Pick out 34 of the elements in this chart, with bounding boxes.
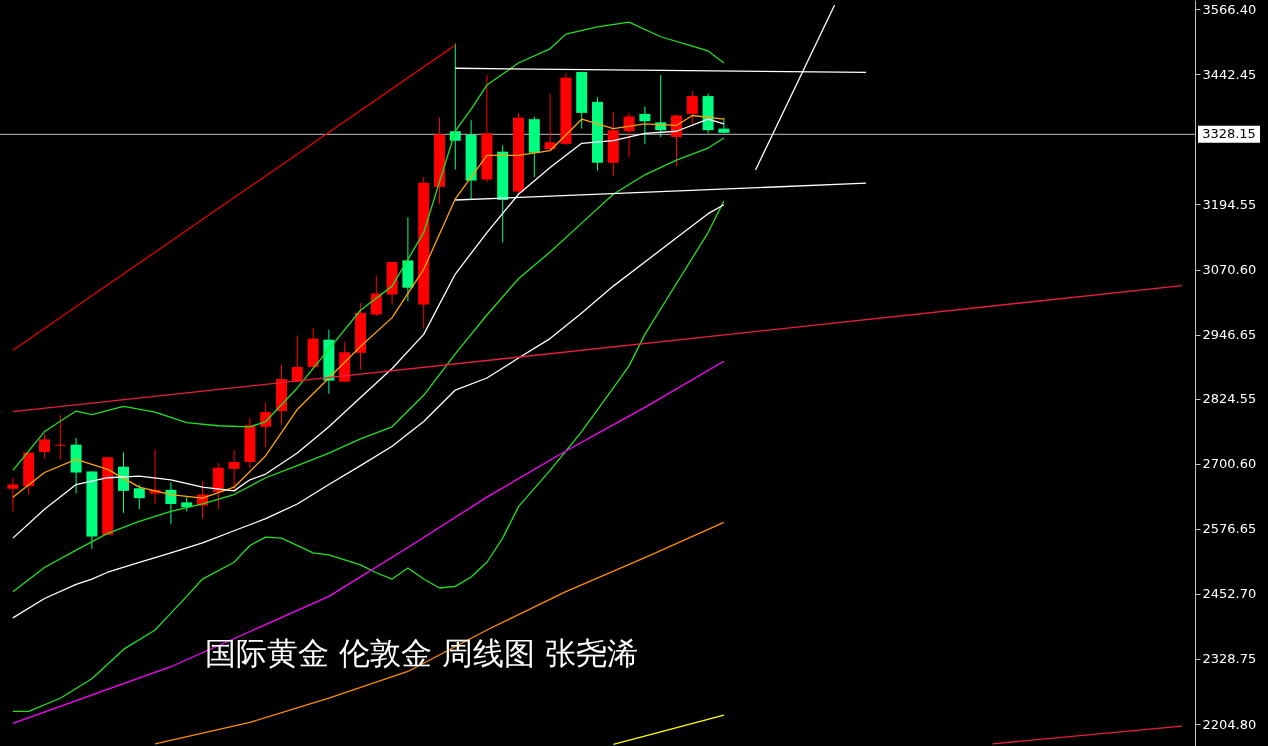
candlestick [686, 90, 698, 126]
candlestick [228, 449, 240, 491]
candlestick [133, 484, 145, 510]
candlestick [544, 93, 556, 152]
y-tick-label: 2204.80 [1202, 716, 1257, 732]
candlestick [370, 275, 382, 317]
y-tick-label: 2700.60 [1202, 456, 1257, 472]
candlestick [639, 106, 651, 145]
line-series [154, 521, 725, 745]
candlestick [449, 43, 461, 171]
candlestick [7, 477, 19, 512]
line-series [12, 137, 725, 593]
y-tick-label: 2576.65 [1202, 521, 1257, 537]
candlestick [718, 117, 730, 134]
candlestick [260, 402, 272, 448]
y-tick-label: 2824.55 [1202, 391, 1257, 407]
candlestick [291, 334, 303, 383]
y-tick-label: 2452.70 [1202, 586, 1257, 602]
y-tick-label: 2946.65 [1202, 327, 1257, 343]
line-series [12, 200, 725, 712]
y-tick-label: 3070.60 [1202, 262, 1257, 278]
line-series [12, 204, 725, 619]
y-tick-label: 3194.55 [1202, 196, 1257, 212]
candlestick [165, 481, 177, 525]
y-tick-label: 2328.75 [1202, 651, 1257, 667]
candlestick [54, 414, 66, 460]
line-series [12, 360, 725, 725]
line-series [12, 21, 725, 472]
y-tick-label: 3442.45 [1202, 66, 1257, 82]
annotation: 国际黄金 伦敦金 周线图 张尧浠 [205, 635, 638, 671]
ref-line-label: 3328.15 [1202, 126, 1256, 142]
candlestick [39, 433, 50, 459]
candlestick [671, 115, 682, 167]
y-tick-label: 3566.40 [1202, 1, 1257, 17]
